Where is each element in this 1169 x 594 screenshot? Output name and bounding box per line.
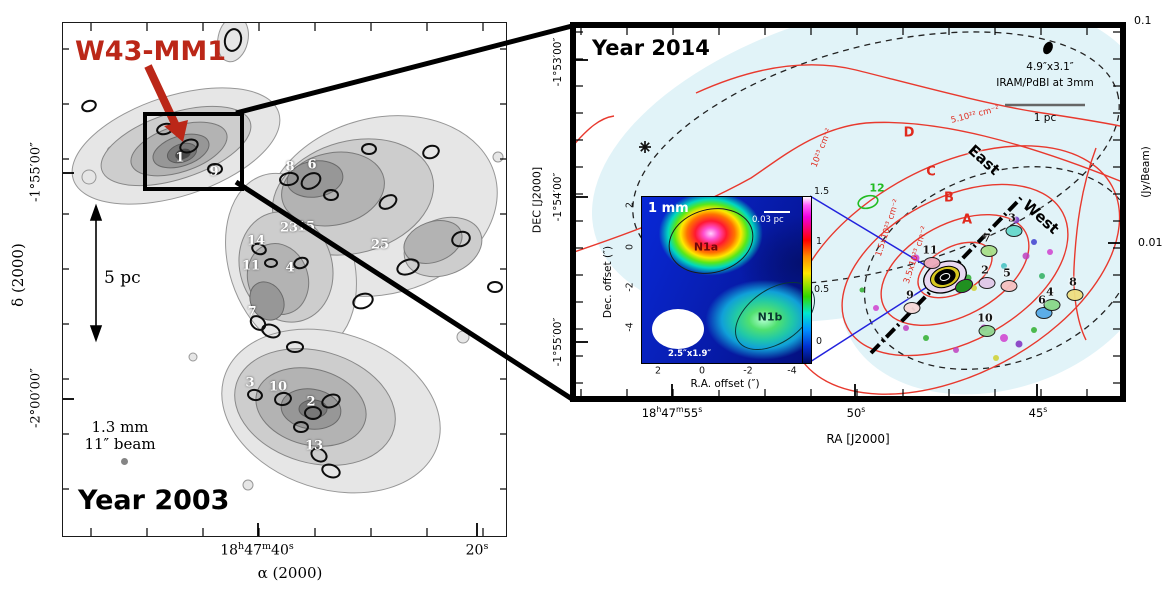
right-x-tick-2: 50s — [846, 405, 866, 420]
inset-scale-label: 0.03 pc — [752, 215, 784, 225]
zoom-box — [143, 112, 244, 191]
inset-colorbar — [802, 196, 812, 364]
inset-y-tick-1: 0 — [624, 243, 636, 251]
colorbar-tick-0: 1.5 — [814, 186, 830, 197]
inset-beam-label: 2.5″x1.9″ — [668, 349, 712, 359]
region-label-c: C — [926, 164, 936, 180]
star-marker — [639, 141, 651, 153]
right-x-axis-label: RA [J2000] — [826, 432, 890, 446]
inset-x-axis-label: R.A. offset (″) — [688, 378, 762, 390]
right-y-tick-3: -1°55′00″ — [552, 317, 564, 367]
flux-tick-mid: 0.01 — [1138, 236, 1163, 249]
region-label-d: D — [903, 125, 915, 141]
pdbi-beam-size: 4.9″x3.1″ — [1026, 61, 1074, 73]
region-label-a: A — [961, 212, 973, 228]
beam-dot — [121, 458, 128, 465]
left-y-axis-label: δ (2000) — [9, 243, 27, 307]
right-y-axis-label: DEC [J2000] — [530, 166, 544, 234]
beam-size-label: 11″ beam — [84, 435, 156, 453]
inset-x-tick-0: 2 — [654, 365, 662, 377]
pdbi-beam-ellipse — [1043, 41, 1053, 55]
inset-beam-ellipse — [652, 309, 704, 349]
pdbi-instrument: IRAM/PdBI at 3mm — [996, 77, 1094, 89]
inset-scale-bar — [764, 211, 790, 213]
right-y-tick-2: -1°54′00″ — [552, 172, 564, 222]
w43-mm1-core — [175, 148, 191, 160]
right-year-label: Year 2014 — [592, 36, 710, 60]
scale-bar-label: 5 pc — [104, 268, 141, 288]
inset-band-label: 1 mm — [648, 201, 689, 216]
core-n1a-label: N1a — [693, 240, 719, 254]
source-12-ellipse — [857, 194, 879, 210]
inset-x-tick-1: 0 — [698, 365, 706, 377]
colorbar-tick-1: 1 — [816, 236, 823, 247]
left-year-label: Year 2003 — [78, 485, 230, 516]
inset-y-tick-2: -2 — [624, 282, 636, 292]
right-x-tick-3: 45s — [1028, 405, 1048, 420]
right-x-tick-1: 18h47m55s — [641, 405, 703, 420]
left-x-axis-label: α (2000) — [257, 564, 323, 582]
right-scale-label: 1 pc — [1033, 112, 1057, 124]
left-y-tick-1: -1°55′00″ — [28, 141, 44, 203]
region-label-b: B — [944, 190, 954, 206]
flux-axis-label: (Jy/Beam) — [1140, 146, 1152, 198]
dashed-contour — [632, 31, 1120, 370]
beam-wavelength: 1.3 mm — [91, 418, 149, 436]
colorbar-tick-2: 0.5 — [814, 284, 830, 295]
inset-y-tick-0: 2 — [624, 201, 636, 209]
central-source-1 — [923, 260, 974, 294]
east-west-cut-line — [869, 196, 1023, 355]
inset-x-tick-2: -2 — [743, 365, 753, 377]
core-n1b-label: N1b — [757, 310, 783, 324]
target-label: W43-MM1 — [75, 36, 227, 67]
left-x-tick-1: 18h47m40s — [220, 541, 294, 559]
source-12-label: 12 — [869, 181, 885, 195]
flux-tick-top: 0.1 — [1134, 14, 1152, 27]
left-y-tick-2: -2°00′00″ — [28, 367, 44, 429]
inset-y-axis-label: Dec. offset (″) — [602, 245, 614, 319]
inset-x-tick-3: -4 — [787, 365, 797, 377]
inset-y-tick-3: -4 — [624, 322, 636, 332]
left-x-tick-2: 20s — [465, 541, 489, 559]
colorbar-tick-3: 0 — [816, 336, 823, 347]
right-panel-2014: Year 2014 4.9″x3.1″ IRAM/PdBI at 3mm 1 p… — [570, 22, 1126, 402]
inset-1mm-image: 1 mm 0.03 pc N1a N1b 2.5″x1.9″ — [641, 196, 828, 364]
right-y-tick-1: -1°53′00″ — [552, 37, 564, 87]
